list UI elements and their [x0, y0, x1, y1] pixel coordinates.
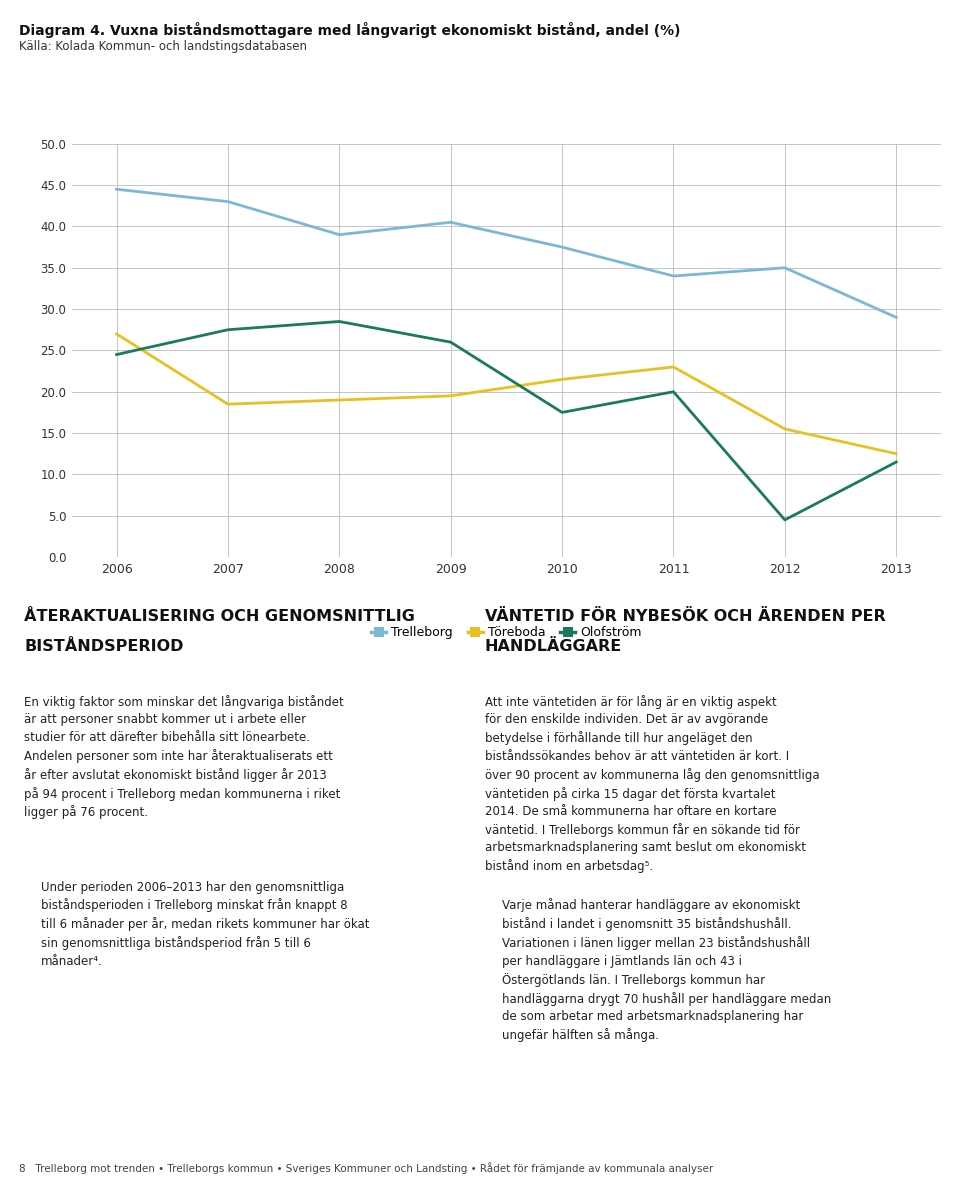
Text: BISTÅNDSPERIOD: BISTÅNDSPERIOD — [24, 639, 183, 654]
Text: ÅTERAKTUALISERING OCH GENOMSNITTLIG: ÅTERAKTUALISERING OCH GENOMSNITTLIG — [24, 609, 415, 624]
Text: Att inte väntetiden är för lång är en viktig aspekt
för den enskilde individen. : Att inte väntetiden är för lång är en vi… — [485, 695, 820, 873]
Text: HANDLÄGGARE: HANDLÄGGARE — [485, 639, 622, 654]
Text: 8   Trelleborg mot trenden • Trelleborgs kommun • Sveriges Kommuner och Landstin: 8 Trelleborg mot trenden • Trelleborgs k… — [19, 1162, 713, 1174]
Text: VÄNTETID FÖR NYBESÖK OCH ÄRENDEN PER: VÄNTETID FÖR NYBESÖK OCH ÄRENDEN PER — [485, 609, 885, 624]
Legend: Trelleborg, Töreboda, Olofström: Trelleborg, Töreboda, Olofström — [366, 622, 647, 645]
Text: Diagram 4. Vuxna biståndsmottagare med långvarigt ekonomiskt bistånd, andel (%): Diagram 4. Vuxna biståndsmottagare med l… — [19, 22, 681, 37]
Text: Källa: Kolada Kommun- och landstingsdatabasen: Källa: Kolada Kommun- och landstingsdata… — [19, 40, 307, 53]
Text: Under perioden 2006–2013 har den genomsnittliga
biståndsperioden i Trelleborg mi: Under perioden 2006–2013 har den genomsn… — [41, 881, 370, 968]
Text: Varje månad hanterar handläggare av ekonomiskt
bistånd i landet i genomsnitt 35 : Varje månad hanterar handläggare av ekon… — [502, 898, 831, 1042]
Text: En viktig faktor som minskar det långvariga biståndet
är att personer snabbt kom: En viktig faktor som minskar det långvar… — [24, 695, 344, 819]
